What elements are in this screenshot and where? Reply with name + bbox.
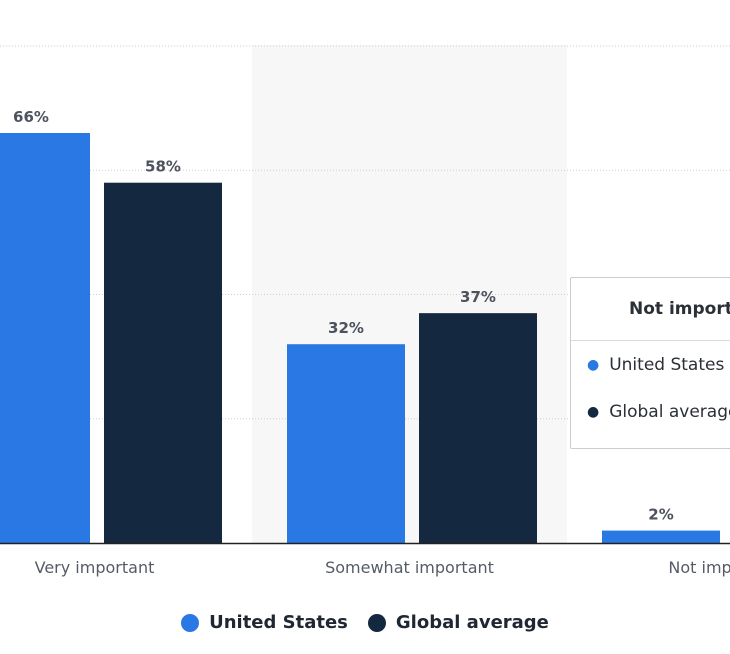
legend-label-global-average: Global average	[395, 612, 549, 633]
chart-legend: United States Global average	[0, 612, 730, 633]
data-label-united-states-very-important: 66%	[13, 108, 49, 126]
legend-label-united-states: United States	[209, 612, 348, 633]
x-tick-label-somewhat-important: Somewhat important	[325, 558, 494, 577]
legend-swatch-global-average	[367, 613, 386, 632]
data-label-united-states-not-important: 2%	[648, 506, 673, 524]
bar-global-average-somewhat-important[interactable]	[419, 313, 537, 543]
data-label-global-average-very-important: 58%	[145, 158, 181, 176]
tooltip-bullet-global-average: ●	[587, 403, 600, 420]
x-tick-label-not-important: Not important	[668, 558, 730, 577]
x-tick-label-very-important: Very important	[35, 558, 155, 577]
tooltip-title: Not important	[571, 278, 730, 341]
tooltip-label-global-average: Global average	[609, 401, 730, 422]
legend-item-united-states[interactable]: United States	[181, 612, 348, 633]
bar-united-states-very-important[interactable]	[0, 133, 90, 543]
legend-swatch-united-states	[181, 613, 200, 632]
tooltip-label-united-states: United States	[609, 354, 725, 375]
data-label-global-average-somewhat-important: 37%	[460, 288, 496, 306]
legend-item-global-average[interactable]: Global average	[367, 612, 549, 633]
tooltip-row-global-average: ● Global average	[571, 388, 730, 435]
tooltip-row-united-states: ● United States	[571, 341, 730, 388]
data-label-united-states-somewhat-important: 32%	[328, 319, 364, 337]
bar-united-states-not-important[interactable]	[602, 530, 720, 543]
tooltip-bullet-united-states: ●	[587, 356, 600, 373]
bar-global-average-very-important[interactable]	[104, 182, 222, 544]
bar-united-states-somewhat-important[interactable]	[287, 344, 405, 543]
hover-tooltip: Not important ● United States ● Global a…	[570, 277, 730, 449]
